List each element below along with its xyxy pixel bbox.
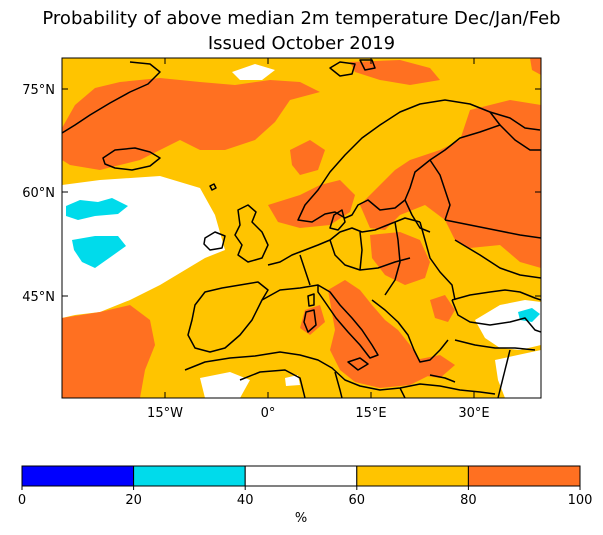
field-40-60-spot — [285, 375, 300, 386]
field-80-100-eastern-europe — [360, 100, 541, 268]
colorbar-tick-label-40: 40 — [237, 493, 254, 508]
field-20-40-north — [66, 198, 128, 220]
colorbar-bin-20-40 — [133, 465, 246, 487]
colorbar-tick-label-100: 100 — [568, 493, 593, 508]
map-subtitle: Issued October 2019 — [207, 33, 396, 54]
field-80-100-arctic-east — [530, 58, 541, 75]
colorbar-tick-label-0: 0 — [18, 493, 26, 508]
colorbar-bin-0-20 — [21, 465, 135, 487]
colorbar-tick-label-80: 80 — [460, 493, 477, 508]
colorbar-frame — [21, 465, 581, 487]
map-field — [62, 58, 541, 398]
lat-label-60: 60°N — [22, 186, 55, 201]
colorbar-bin-80-100 — [467, 465, 581, 487]
colorbar-ticks: 0 20 40 60 80 100 — [18, 486, 593, 508]
colorbar-bin-60-80 — [356, 465, 469, 487]
colorbar-tick-label-60: 60 — [349, 493, 366, 508]
colorbar-bin-40-60 — [244, 465, 358, 487]
lon-label-0: 0° — [261, 406, 276, 421]
map-title: Probability of above median 2m temperatu… — [42, 8, 561, 29]
field-20-40-south — [72, 236, 126, 268]
lat-label-45: 45°N — [22, 290, 55, 305]
lat-label-75: 75°N — [22, 83, 55, 98]
field-40-60-sahara — [200, 372, 250, 398]
latitude-axis: 75°N 60°N 45°N — [22, 83, 541, 305]
lon-label-30e: 30°E — [458, 406, 489, 421]
longitude-axis: 15°W 0° 15°E 30°E — [147, 58, 490, 421]
field-80-100-mediterranean — [328, 280, 430, 388]
lon-label-15w: 15°W — [147, 406, 183, 421]
field-40-60-arctic — [232, 64, 275, 80]
field-80-100-arctic — [350, 60, 440, 85]
colorbar-unit-label: % — [295, 511, 307, 526]
lon-label-15e: 15°E — [355, 406, 386, 421]
field-80-100-northatlantic — [62, 78, 320, 170]
probability-map: 75°N 60°N 45°N 15°W 0° 15°E 30°E — [22, 57, 542, 421]
map-frame — [61, 57, 542, 399]
colorbar-tick-label-20: 20 — [125, 493, 142, 508]
coastlines — [62, 59, 541, 398]
field-80-100-balkans — [430, 295, 455, 322]
field-80-100-southwest — [62, 305, 155, 398]
colorbar-bins — [21, 465, 581, 487]
field-80-100-norwegian-sea — [290, 140, 325, 175]
